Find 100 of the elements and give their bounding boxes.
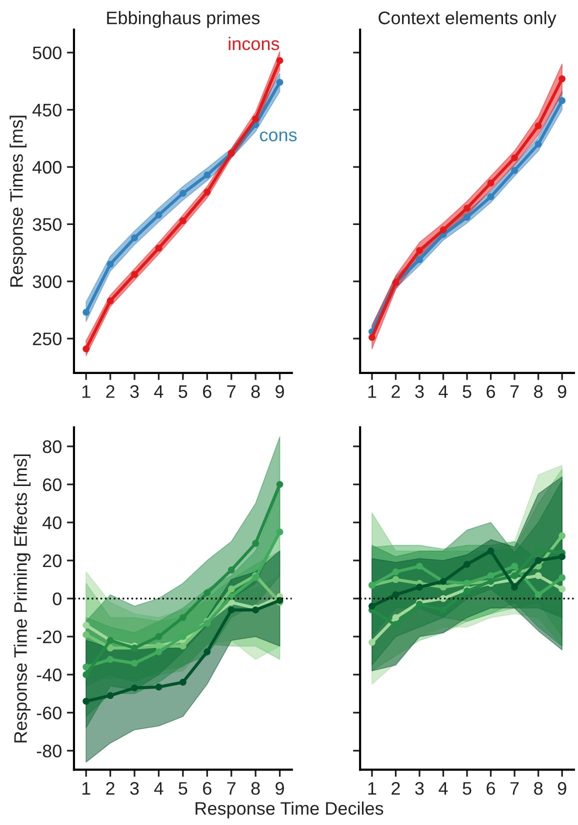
point — [276, 528, 284, 536]
x-tick-label: 8 — [251, 782, 260, 795]
y-tick-label: 250 — [32, 332, 62, 346]
point — [416, 562, 423, 570]
point — [276, 480, 284, 488]
x-tick-label: 3 — [130, 782, 139, 795]
point — [276, 57, 284, 64]
point — [179, 642, 186, 650]
x-tick-label: 6 — [486, 385, 496, 398]
point — [440, 226, 447, 234]
point — [416, 247, 423, 254]
point — [487, 180, 494, 186]
point — [368, 602, 376, 610]
point — [487, 193, 494, 200]
point — [179, 678, 186, 686]
point — [392, 591, 400, 598]
x-tick-label: 8 — [534, 385, 543, 398]
y-tick-label: 400 — [32, 160, 62, 174]
point — [416, 584, 423, 591]
x-tick-label: 7 — [510, 385, 519, 398]
x-tick-label: 2 — [106, 385, 114, 398]
point — [487, 548, 494, 554]
y-tick-label: 20 — [43, 554, 62, 568]
x-tick-label: 6 — [203, 782, 212, 795]
point — [511, 562, 518, 570]
x-tick-label: 3 — [130, 385, 139, 398]
x-tick-label: 8 — [251, 385, 260, 398]
point — [106, 656, 114, 663]
y-tick-label: 450 — [32, 104, 62, 116]
x-tick-label: 5 — [178, 385, 188, 398]
point — [392, 568, 400, 576]
point — [487, 572, 494, 580]
x-tick-label: 7 — [510, 782, 519, 795]
x-tick-label: 1 — [82, 782, 90, 795]
x-tick-label: 8 — [534, 782, 543, 795]
point — [82, 698, 90, 705]
point — [464, 214, 470, 221]
x-tick-label: 2 — [392, 385, 400, 398]
x-tick-label: 5 — [462, 782, 472, 795]
point — [82, 631, 90, 638]
point — [511, 166, 518, 174]
x-tick-label: 1 — [368, 782, 376, 795]
point — [228, 566, 235, 574]
point — [392, 622, 400, 629]
point — [440, 606, 447, 614]
x-tick-label: 9 — [558, 385, 566, 398]
point — [204, 589, 211, 596]
point — [440, 584, 447, 591]
point — [252, 540, 260, 547]
y-tick-label: 350 — [32, 218, 62, 231]
point — [106, 692, 114, 700]
point — [82, 308, 90, 316]
point — [276, 78, 284, 86]
point — [534, 140, 542, 148]
x-tick-label: 7 — [227, 385, 236, 398]
point — [464, 560, 470, 568]
series-label: cons — [260, 131, 297, 142]
point — [368, 334, 376, 341]
x-tick-label: 5 — [178, 782, 188, 795]
point — [511, 154, 518, 162]
x-tick-label: 4 — [438, 782, 448, 795]
x-tick-label: 9 — [276, 385, 284, 398]
point — [82, 345, 90, 352]
x-tick-label: 6 — [203, 385, 212, 398]
y-tick-label: 40 — [42, 516, 62, 530]
x-tick-label: 2 — [106, 782, 114, 795]
x-tick-label: 1 — [82, 385, 90, 398]
chart-title: Ebbinghaus primes — [107, 11, 260, 28]
x-tick-label: 9 — [558, 782, 566, 795]
point — [131, 660, 138, 667]
point — [179, 614, 186, 622]
point — [392, 614, 400, 622]
point — [155, 244, 162, 252]
point — [155, 633, 162, 640]
x-tick-label: 7 — [227, 782, 236, 795]
y-tick-label: -80 — [36, 744, 62, 758]
point — [82, 622, 90, 629]
point — [558, 574, 566, 582]
point — [558, 75, 566, 82]
point — [204, 648, 211, 656]
point — [131, 684, 138, 692]
point — [558, 553, 566, 560]
point — [534, 591, 542, 598]
point — [131, 271, 138, 278]
point — [534, 557, 542, 564]
y-tick-label: -20 — [36, 630, 62, 644]
point — [392, 576, 400, 583]
point — [179, 190, 186, 197]
point — [106, 297, 114, 304]
point — [204, 188, 211, 196]
x-tick-label: 1 — [368, 385, 376, 398]
point — [252, 115, 260, 122]
point — [131, 234, 138, 242]
point — [228, 606, 235, 614]
point — [558, 532, 566, 540]
point — [204, 172, 211, 178]
chart-title: Context elements only — [378, 11, 556, 28]
point — [558, 586, 566, 592]
point — [82, 664, 90, 670]
x-tick-label: 4 — [154, 385, 164, 398]
